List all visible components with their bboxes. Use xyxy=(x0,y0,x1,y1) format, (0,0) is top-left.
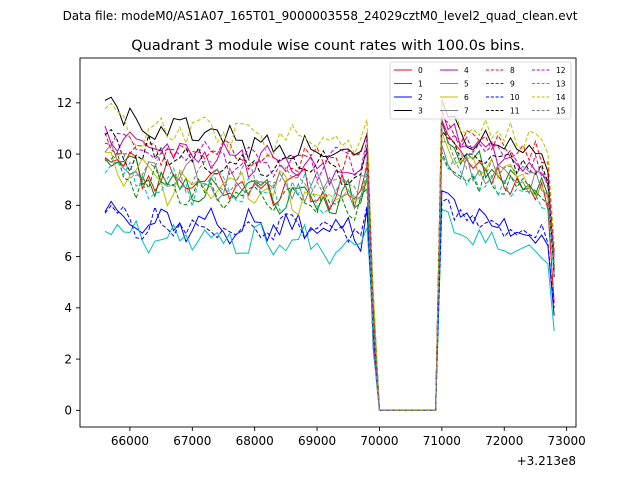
legend-label-7: 7 xyxy=(464,107,469,116)
x-tick-label: 68000 xyxy=(236,434,274,448)
legend-label-6: 6 xyxy=(464,93,469,102)
series-line-5 xyxy=(104,208,555,411)
legend-label-1: 1 xyxy=(418,80,423,89)
legend-label-8: 8 xyxy=(510,66,515,75)
y-tick-label: 0 xyxy=(64,404,72,418)
series-line-0 xyxy=(104,120,555,411)
legend-label-12: 12 xyxy=(556,66,566,75)
legend-label-4: 4 xyxy=(464,66,469,75)
axes-frame xyxy=(79,57,577,428)
series-line-9 xyxy=(104,151,555,411)
legend-label-9: 9 xyxy=(510,80,515,89)
data-file-label: Data file: modeM0/AS1A07_165T01_90000035… xyxy=(63,9,578,23)
x-tick-label: 66000 xyxy=(111,434,149,448)
plot-area xyxy=(104,95,555,411)
series-line-8 xyxy=(104,116,555,411)
x-offset-label: +3.213e8 xyxy=(517,454,576,468)
series-line-14 xyxy=(104,95,555,411)
y-tick-label: 2 xyxy=(64,352,72,366)
x-tick-label: 72000 xyxy=(485,434,523,448)
series-line-11 xyxy=(104,128,555,411)
x-tick-label: 73000 xyxy=(548,434,586,448)
legend-label-11: 11 xyxy=(510,107,520,116)
y-tick-label: 8 xyxy=(64,199,72,213)
legend-label-2: 2 xyxy=(418,93,423,102)
x-tick-label: 67000 xyxy=(173,434,211,448)
legend-label-14: 14 xyxy=(556,93,566,102)
axes: 66000 67000 68000 69000 70000 71000 72000 73000… xyxy=(57,57,586,468)
x-tick-label: 71000 xyxy=(423,434,461,448)
series-line-3 xyxy=(104,96,555,411)
series-line-1 xyxy=(104,120,555,411)
y-tick-label: 10 xyxy=(57,147,72,161)
series-line-2 xyxy=(104,190,555,411)
series-line-12 xyxy=(104,120,555,411)
series-line-13 xyxy=(104,155,555,411)
legend-box xyxy=(389,61,572,120)
y-tick-label: 6 xyxy=(64,250,72,264)
legend-label-5: 5 xyxy=(464,80,469,89)
series-line-10 xyxy=(104,197,555,411)
x-tick-label: 70000 xyxy=(360,434,398,448)
chart-title: Quadrant 3 module wise count rates with … xyxy=(131,38,525,54)
legend-label-10: 10 xyxy=(510,93,520,102)
legend-label-0: 0 xyxy=(418,66,423,75)
legend-label-3: 3 xyxy=(418,107,423,116)
legend-label-15: 15 xyxy=(556,107,566,116)
series-line-15 xyxy=(104,140,555,411)
series-line-6 xyxy=(104,131,555,411)
x-tick-label: 69000 xyxy=(298,434,336,448)
legend-label-13: 13 xyxy=(556,80,566,89)
y-tick-label: 12 xyxy=(57,96,72,110)
y-tick-label: 4 xyxy=(64,301,72,315)
